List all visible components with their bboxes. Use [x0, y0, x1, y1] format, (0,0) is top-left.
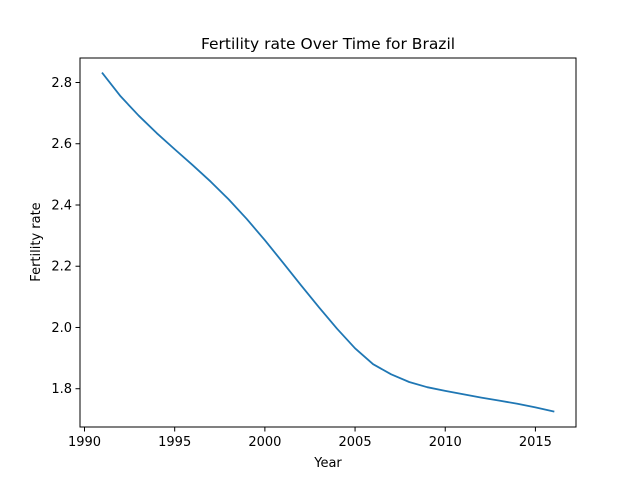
chart-title: Fertility rate Over Time for Brazil — [201, 35, 455, 53]
x-tick-label: 1995 — [158, 435, 191, 450]
y-tick-label: 2.2 — [51, 260, 72, 275]
plot-area — [80, 58, 576, 427]
x-tick-label: 1990 — [68, 435, 101, 450]
x-axis-label: Year — [313, 456, 342, 471]
x-tick-label: 2015 — [519, 435, 552, 450]
y-tick-label: 2.8 — [51, 76, 72, 91]
y-axis: 1.8 2.0 2.2 2.4 2.6 2.8 — [51, 76, 80, 397]
y-tick-label: 2.6 — [51, 137, 72, 152]
x-tick-label: 2010 — [429, 435, 462, 450]
series-layer — [101, 72, 555, 413]
y-tick-label: 1.8 — [51, 382, 72, 397]
y-tick-label: 2.0 — [51, 321, 72, 336]
x-axis: 1990 1995 2000 2005 2010 2015 — [68, 427, 552, 450]
plot-background — [80, 58, 576, 427]
fertility-rate-line — [101, 72, 555, 413]
plot-frame — [79, 57, 577, 428]
x-tick-label: 2005 — [339, 435, 372, 450]
y-tick-label: 2.4 — [51, 198, 72, 213]
y-axis-label: Fertility rate — [29, 202, 44, 281]
x-tick-label: 2000 — [248, 435, 281, 450]
